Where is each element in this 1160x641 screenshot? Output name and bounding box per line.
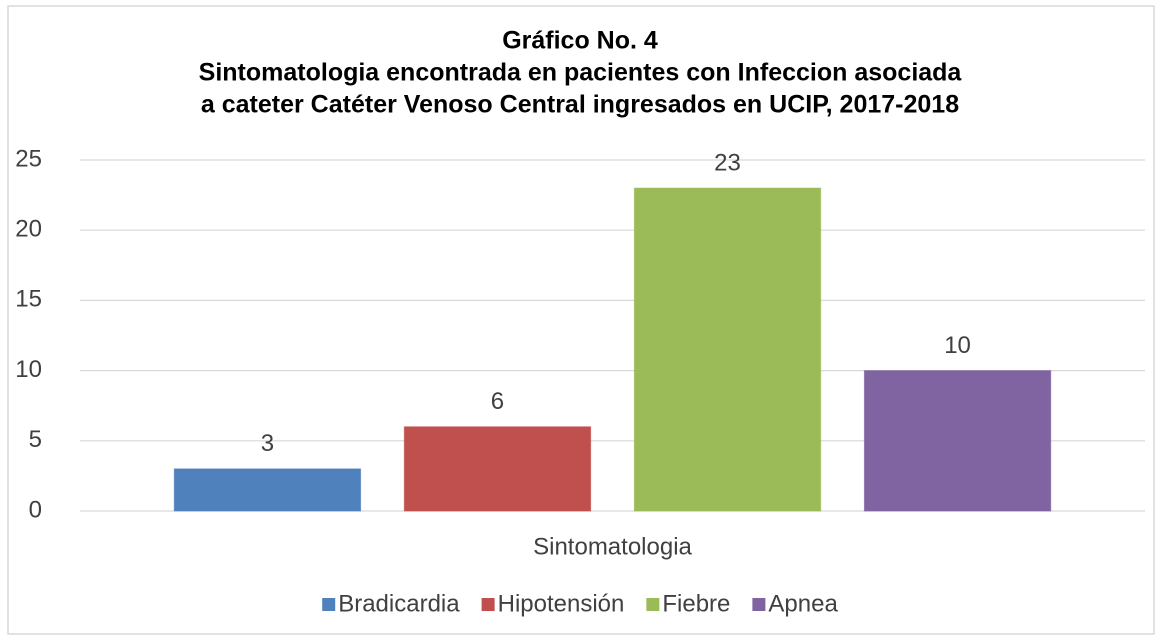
y-tick-label: 15 [15,286,42,313]
legend-label: Bradicardia [338,590,460,617]
data-label: 10 [944,332,971,359]
y-tick-label: 5 [29,426,42,453]
y-tick-label: 20 [15,216,42,243]
legend-label: Apnea [768,590,838,617]
legend-swatch [752,598,766,611]
data-label: 3 [261,430,274,457]
bar [633,187,822,512]
bar [863,370,1052,512]
x-tick-label: Sintomatologia [533,533,692,560]
chart-title: a cateter Catéter Venoso Central ingresa… [201,91,959,119]
legend-swatch [322,598,336,611]
data-label: 6 [491,388,504,415]
legend-swatch [481,598,495,611]
bar [403,426,592,512]
legend-label: Fiebre [662,590,730,617]
chart-frame [7,5,1155,635]
chart-title: Sintomatologia encontrada en pacientes c… [199,59,963,87]
data-label: 23 [714,149,741,176]
legend-label: Hipotensión [498,590,625,617]
bar [173,468,362,512]
y-tick-label: 10 [15,356,42,383]
y-tick-label: 25 [15,145,42,172]
chart-title: Gráfico No. 4 [502,27,658,55]
y-tick-label: 0 [29,496,42,523]
legend-swatch [646,598,660,611]
